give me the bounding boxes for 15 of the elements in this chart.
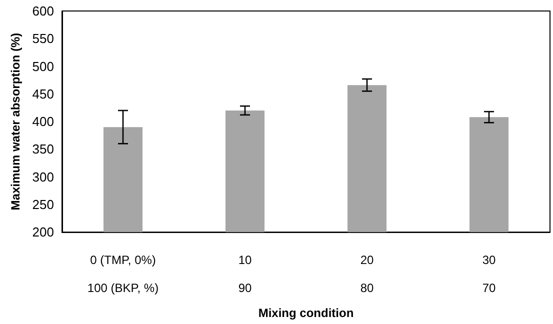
y-tick-label: 450 [32,86,54,102]
y-tick-label: 200 [32,224,54,240]
x-tick-label: 0 (TMP, 0%) 100 (BKP, %) [87,253,159,296]
y-tick-label: 600 [32,4,54,18]
x-tick-label: 30 70 [482,253,496,296]
y-tick-label: 300 [32,169,54,184]
x-axis-title: Mixing condition [258,306,354,320]
y-tick-label: 500 [32,58,54,74]
x-tick-label: 20 80 [360,253,374,296]
y-tick-label: 400 [32,114,54,130]
y-tick-label: 350 [32,142,54,157]
y-axis-title: Maximum water absorption (%) [8,32,22,210]
y-tick-label: 250 [32,196,54,212]
y-tick-label: 550 [32,31,54,46]
x-tick-label: 10 90 [238,253,252,296]
